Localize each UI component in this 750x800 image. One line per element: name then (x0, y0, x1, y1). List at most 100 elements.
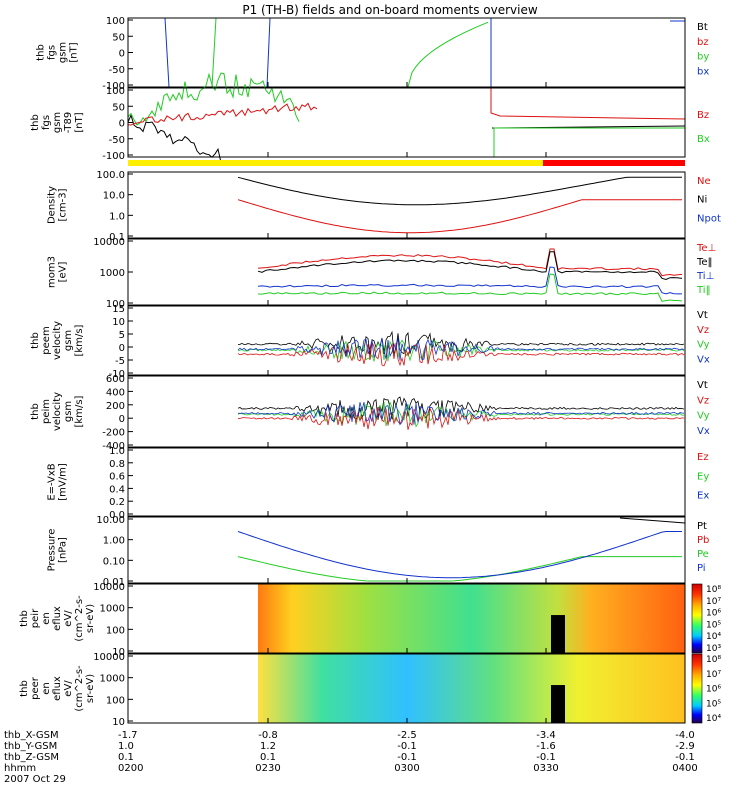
y-tick-label: 100 (106, 86, 125, 97)
colorbar-tick-label: 10⁸ (706, 655, 721, 665)
y-axis-label: [nPa] (58, 537, 69, 563)
y-tick-label: 0 (119, 49, 125, 60)
y-axis-label: Pressure (47, 529, 58, 572)
time-axis-row-label: hhmm (4, 763, 36, 774)
y-axis-label: thb (36, 44, 47, 61)
y-axis-label: gsm (63, 401, 74, 422)
time-axis-value: -2.5 (397, 730, 417, 741)
time-axis-value: 0330 (533, 763, 558, 774)
y-axis-label: eV/ (63, 610, 74, 627)
legend-vt: Vt (697, 310, 708, 321)
y-axis-label: peem (41, 326, 52, 354)
colorbar-tick-label: 10⁵ (706, 620, 721, 630)
y-axis-label: eV/ (63, 680, 74, 697)
time-axis-row-label: thb_Z-GSM (4, 752, 59, 763)
y-tick-label: 600 (106, 374, 125, 385)
y-tick-label: 100 (106, 625, 125, 636)
y-axis-label: gsm (58, 42, 69, 63)
y-axis-label: fgs (47, 45, 58, 60)
y-tick-label: -50 (109, 135, 125, 146)
heatmap-gap (551, 615, 565, 653)
y-axis-label: (cm^2-s- (74, 665, 85, 712)
series-ne (237, 199, 682, 234)
y-tick-label: 10000 (93, 237, 125, 248)
legend-vz: Vz (697, 325, 709, 336)
panel-frame (127, 516, 686, 584)
y-axis-label: eflux (52, 606, 63, 631)
y-tick-label: 10.0 (103, 191, 125, 202)
panel-pressure: 10.00 1.00 0.10 0.01 Pressure [nPa] Pt Pb Pe Pi (47, 515, 710, 588)
series-velocity (237, 341, 685, 367)
colorbar-tick-label: 10⁸ (706, 585, 721, 595)
y-tick-label: 1000 (100, 268, 125, 279)
y-tick-label: 5 (119, 330, 125, 341)
panel-frame (127, 375, 686, 448)
y-axis-label: [km/s] (74, 324, 85, 356)
y-tick-label: 400 (106, 387, 125, 398)
time-axis-labels: thb_X-GSM -1.7 -0.8 -2.5 -3.4 -4.0 thb_Y-GSM 1.… (4, 730, 698, 785)
y-tick-label: 0.10 (103, 556, 125, 567)
mode-bar-segment (128, 160, 543, 166)
y-tick-label: 0.2 (109, 497, 125, 508)
legend-ez: Ez (697, 452, 709, 463)
legend-bz: Bz (697, 110, 709, 121)
y-axis-label: E=-VxB (47, 463, 58, 500)
y-axis-label: en (41, 682, 52, 695)
y-tick-label: 1000 (100, 674, 125, 685)
y-tick-label: 100 (106, 16, 125, 27)
legend-by: by (697, 52, 709, 63)
series-pt (619, 517, 686, 524)
series-temperature (257, 273, 683, 302)
panel-peer_eflux: 10⁸ 10⁷ 10⁶ 10⁵ 10⁴ 10000 1000 100 10 thb peer en ef… (19, 652, 721, 728)
series-by (211, 17, 217, 88)
time-axis-value: 0300 (394, 763, 419, 774)
y-tick-label: 10000 (93, 652, 125, 663)
panel-peem_velocity: 15 10 5 0 -5 -10 thb peem velocity gsm [km/s] Vt Vz V… (30, 304, 710, 380)
colorbar-tick-label: 10⁴ (706, 714, 721, 724)
colorbar (691, 583, 703, 654)
time-axis-value: 0200 (118, 763, 143, 774)
y-tick-label: 50 (112, 32, 125, 43)
time-axis-value: 0230 (255, 763, 280, 774)
y-axis-label: gsm (52, 112, 63, 133)
y-tick-label: 10 (112, 647, 125, 658)
y-tick-label: 0.4 (109, 484, 125, 495)
legend-bx: bx (697, 66, 709, 77)
y-tick-label: 10 (112, 717, 125, 728)
y-tick-label: 0.0 (109, 510, 125, 521)
y-axis-label: peer (30, 676, 41, 700)
series-velocity (237, 401, 685, 426)
y-axis-label: thb (30, 114, 41, 131)
y-tick-label: -10 (109, 369, 125, 380)
y-axis-label: [nT] (69, 42, 80, 62)
y-tick-label: -100 (102, 81, 125, 92)
series-temperature (257, 251, 683, 281)
colorbar-tick-label: 10⁶ (706, 685, 721, 695)
y-tick-label: 0 (119, 119, 125, 130)
legend-ni: Ni (697, 195, 707, 206)
y-tick-label: 1.00 (103, 536, 125, 547)
y-tick-label: 0.8 (109, 459, 125, 470)
panel-frame (127, 87, 686, 158)
legend-ti⊥: Ti⊥ (696, 271, 714, 282)
panel-fgs: 100 50 0 -50 -100 thb fgs gsm [nT] Bt bz by bx (36, 16, 710, 92)
y-tick-label: 10000 (93, 582, 125, 593)
mode-bar-segment (542, 160, 685, 166)
colorbar-tick-label: 10⁷ (706, 670, 721, 680)
y-axis-label: thb (30, 403, 41, 420)
series-pe (237, 556, 682, 582)
y-axis-label: [cm-3] (58, 188, 69, 221)
y-axis-label: velocity (52, 392, 63, 431)
y-tick-label: 0 (119, 414, 125, 425)
panel-density: 100.0 10.0 1.0 0.1 Density [cm-3] Ne Ni Npot (47, 170, 721, 243)
y-axis-label: peim (41, 399, 52, 424)
y-axis-label: [km/s] (74, 395, 85, 427)
panel-efield: 1.0 0.8 0.60.4 0.2 0.0 E=-VxB [mV/m] Ez Ey Ex (47, 446, 710, 521)
legend-vt: Vt (697, 380, 708, 391)
legend-vy: Vy (697, 411, 710, 422)
y-tick-label: 0.01 (103, 577, 125, 588)
panel-frame (127, 447, 686, 517)
legend-pb: Pb (697, 535, 709, 546)
legend-te‖: Te‖ (696, 257, 713, 268)
